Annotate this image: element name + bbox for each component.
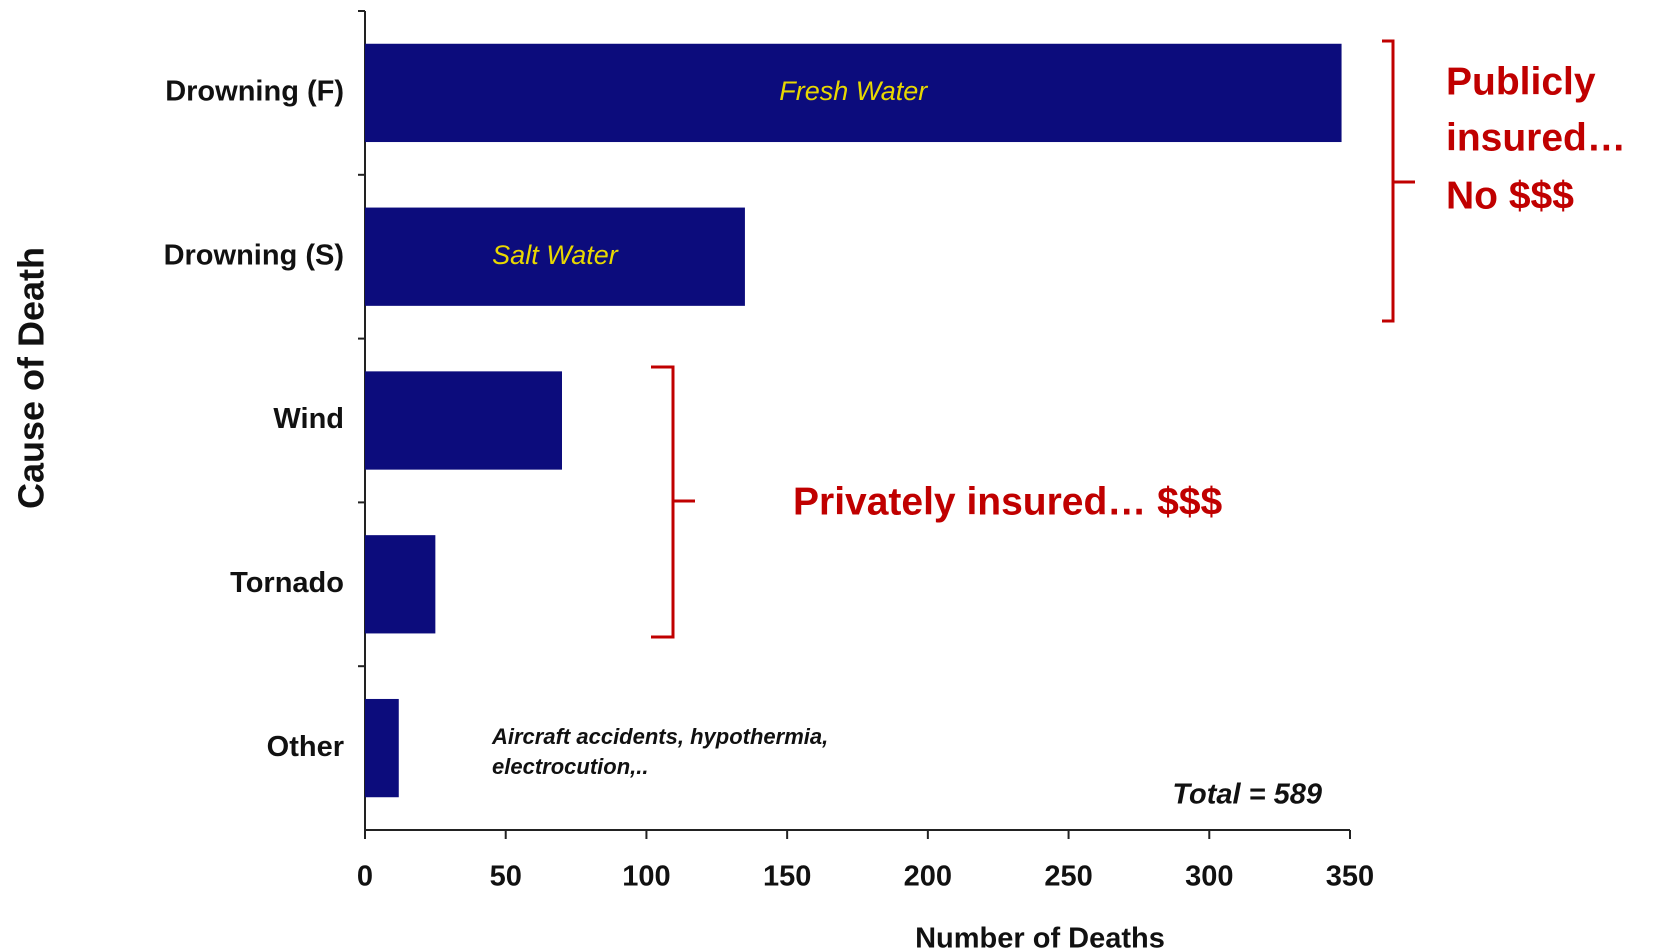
x-tick-label: 200 (904, 861, 952, 893)
group-label: Publicly (1446, 60, 1596, 103)
bracket (651, 365, 695, 639)
y-axis-title: Cause of Death (11, 247, 52, 509)
group-label: Privately insured… $$$ (793, 480, 1223, 523)
bar (365, 207, 745, 306)
x-tick-label: 150 (763, 861, 811, 893)
x-tick-label: 100 (622, 861, 670, 893)
y-tick-label: Drowning (S) (164, 239, 344, 271)
y-tick-label: Wind (273, 403, 344, 435)
group-label: No $$$ (1446, 174, 1574, 217)
note: Aircraft accidents, hypothermia, (491, 724, 828, 749)
x-tick-label: 300 (1185, 861, 1233, 893)
y-tick-label: Tornado (230, 567, 344, 599)
y-tick-label: Drowning (F) (165, 76, 344, 108)
group-label: insured… (1446, 116, 1626, 159)
bar (365, 371, 562, 470)
bracket (1382, 39, 1415, 323)
y-tick-label: Other (267, 731, 344, 763)
note: electrocution,.. (492, 754, 648, 779)
bar-annotation: Fresh Water (779, 76, 928, 106)
bar-annotation: Salt Water (492, 240, 619, 270)
x-tick-label: 0 (357, 861, 373, 893)
note: Total = 589 (1172, 779, 1322, 811)
bar (365, 535, 436, 634)
x-tick-label: 50 (490, 861, 522, 893)
x-tick-label: 250 (1044, 861, 1092, 893)
bar (365, 698, 399, 798)
bar (365, 43, 1342, 143)
x-tick-label: 350 (1326, 861, 1374, 893)
x-axis-title: Number of Deaths (915, 923, 1165, 950)
